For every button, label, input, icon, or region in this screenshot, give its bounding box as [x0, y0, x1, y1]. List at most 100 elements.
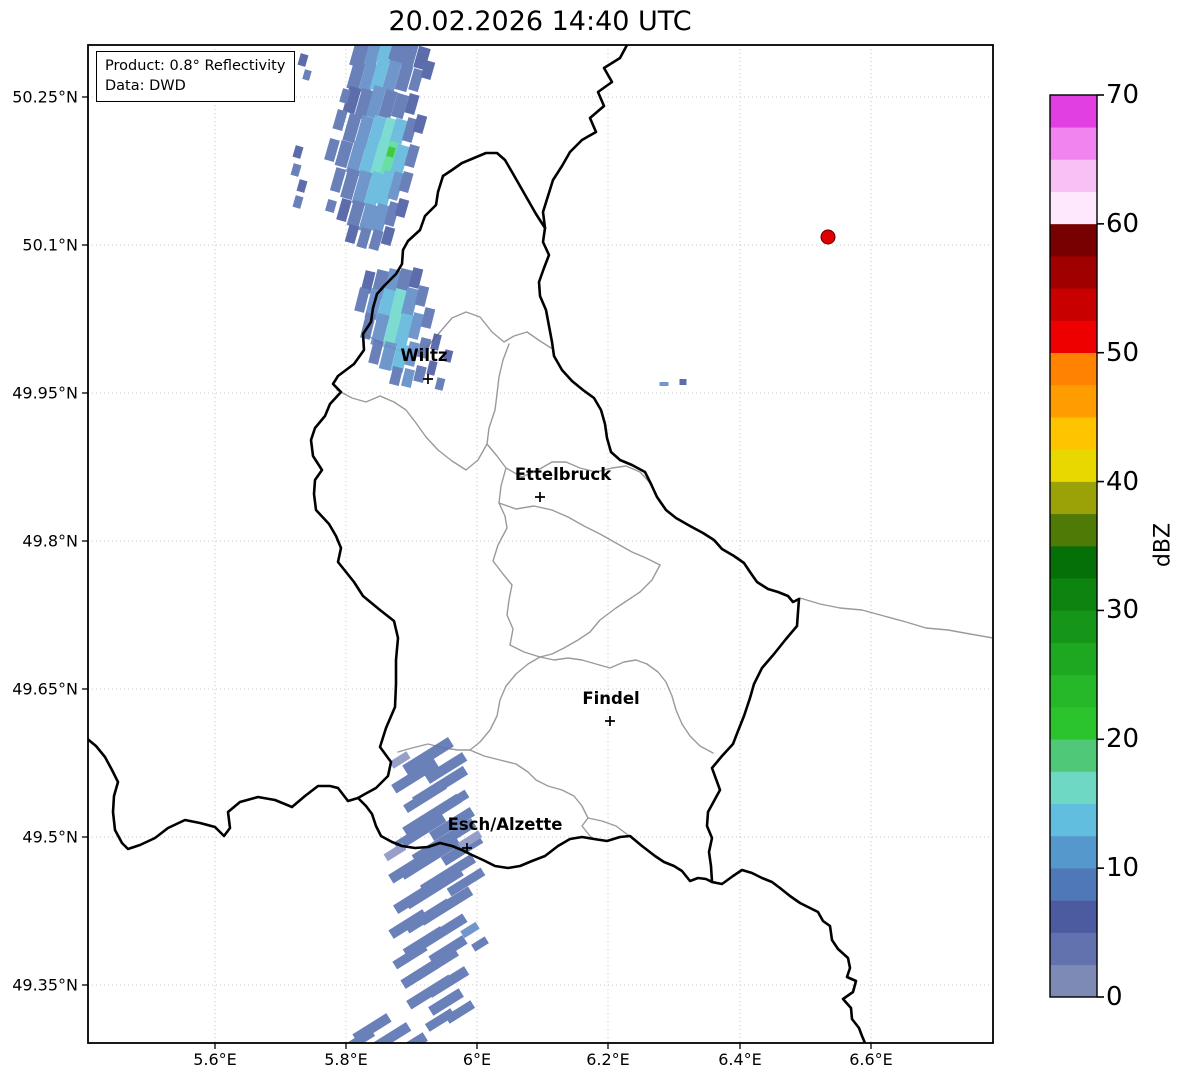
city-label: Esch/Alzette: [448, 815, 563, 834]
radar-echo-cell: [339, 88, 351, 104]
radar-echo-cell: [370, 313, 390, 347]
radar-echo-cell: [392, 880, 440, 914]
radar-echo-cell: [428, 807, 476, 841]
radar-echo-cell: [369, 56, 391, 92]
district-border-path: [539, 656, 648, 669]
colorbar-tick-label: 50: [1106, 337, 1140, 368]
radar-echo-cell: [363, 45, 385, 68]
product-label: Product: 0.8° Reflectivity: [105, 58, 286, 74]
radar-echo-cell: [365, 84, 387, 120]
radar-echo-cell: [406, 974, 454, 1010]
radar-echo-cell: [356, 227, 372, 249]
district-border-path: [505, 461, 652, 485]
y-tick-label: 50.25°N: [12, 87, 78, 107]
radar-echo-cell: [428, 988, 464, 1016]
radar-echo-cell: [368, 140, 392, 180]
colorbar-band: [1050, 610, 1097, 643]
colorbar-band: [1050, 964, 1097, 998]
country-border-path: [441, 151, 547, 230]
district-border-path: [469, 656, 541, 751]
radar-echo-cell: [344, 223, 360, 245]
radar-echo-cell: [408, 267, 424, 289]
radar-echo-cell: [387, 171, 405, 201]
radar-echo-cell: [336, 198, 352, 222]
radar-echo-cell: [391, 758, 439, 794]
radar-echo-cell: [414, 285, 430, 307]
colorbar-band: [1050, 835, 1097, 869]
radar-echo-cell: [390, 342, 410, 374]
radar-echo-cell: [403, 780, 447, 814]
colorbar-band: [1050, 223, 1097, 257]
radar-echo-cell: [342, 85, 362, 115]
country-border-layer: [88, 45, 867, 1043]
radar-echo-cell: [388, 909, 428, 939]
city-layer: Wiltz Ettelbruck Findel Esch/Alzette: [400, 346, 640, 853]
colorbar-band: [1050, 481, 1097, 515]
radar-echo-layer: [290, 45, 687, 1043]
x-tick-label: 6°E: [462, 1050, 492, 1069]
colorbar-band: [1050, 642, 1097, 676]
colorbar-group: [1049, 94, 1104, 998]
y-tick-label: 49.8°N: [22, 531, 78, 551]
radar-echo-cell: [389, 751, 411, 769]
district-border-path: [498, 502, 661, 566]
radar-echo-cell: [349, 45, 371, 69]
radar-echo-cell: [378, 340, 398, 372]
radar-echo-cell: [400, 45, 420, 69]
colorbar-band: [1050, 416, 1097, 450]
district-border-path: [799, 597, 993, 639]
radar-echo-cell: [426, 360, 438, 376]
radar-echo-cell: [344, 1028, 376, 1043]
radar-echo-cell: [382, 314, 402, 350]
x-tick-label: 5.6°E: [193, 1050, 237, 1069]
radar-echo-cell: [346, 60, 366, 92]
district-border-layer: [336, 311, 993, 840]
figure-title: 20.02.2026 14:40 UTC: [388, 6, 692, 37]
radar-echo-cell: [393, 812, 447, 852]
city-label: Wiltz: [400, 346, 447, 365]
radar-echo-cell: [383, 842, 407, 862]
colorbar-band: [1050, 384, 1097, 418]
radar-echo-cell: [386, 146, 396, 158]
radar-echo-cell: [408, 312, 424, 340]
radar-echo-cell: [329, 167, 347, 193]
country-border-path: [88, 737, 360, 851]
radar-echo-cell: [332, 109, 348, 131]
radar-echo-cell: [401, 117, 419, 143]
radar-echo-cell: [358, 61, 378, 95]
country-border-path: [710, 868, 867, 1043]
colorbar-band: [1050, 867, 1097, 901]
colorbar-band: [1050, 255, 1097, 289]
radar-echo-cell: [297, 53, 309, 67]
radar-echo-cell: [392, 1032, 428, 1043]
radar-echo-cell: [354, 87, 374, 121]
product-info-box: Product: 0.8° Reflectivity Data: DWD: [96, 51, 296, 102]
radar-echo-cell: [302, 69, 312, 81]
radar-echo-cell: [292, 195, 304, 209]
radar-echo-cell: [392, 942, 428, 970]
radar-echo-cell: [383, 201, 401, 227]
radar-echo-cell: [400, 959, 440, 989]
radar-echo-cell: [388, 848, 436, 884]
radar-echo-cell: [290, 163, 302, 177]
radar-echo-cell: [378, 88, 398, 120]
radar-echo-cell: [351, 170, 373, 206]
radar-echo-cell: [402, 793, 462, 837]
district-border-path: [509, 564, 661, 658]
colorbar-band: [1050, 449, 1097, 482]
radar-echo-cell: [434, 377, 446, 391]
colorbar-band: [1050, 900, 1097, 933]
radar-echo-cell: [360, 270, 376, 294]
radar-echo-cell: [424, 1008, 456, 1032]
radar-echo-cell: [394, 63, 414, 93]
y-tick-label: 49.35°N: [12, 975, 78, 995]
colorbar-band: [1050, 126, 1097, 160]
plot-spine: [87, 44, 994, 1044]
radar-echo-cell: [408, 68, 424, 92]
x-tick-label: 5.8°E: [324, 1050, 368, 1069]
radar-echo-cell: [404, 144, 420, 168]
colorbar-tick-label: 10: [1106, 853, 1140, 884]
city-label: Ettelbruck: [515, 465, 612, 484]
radar-echo-cell: [390, 92, 410, 120]
